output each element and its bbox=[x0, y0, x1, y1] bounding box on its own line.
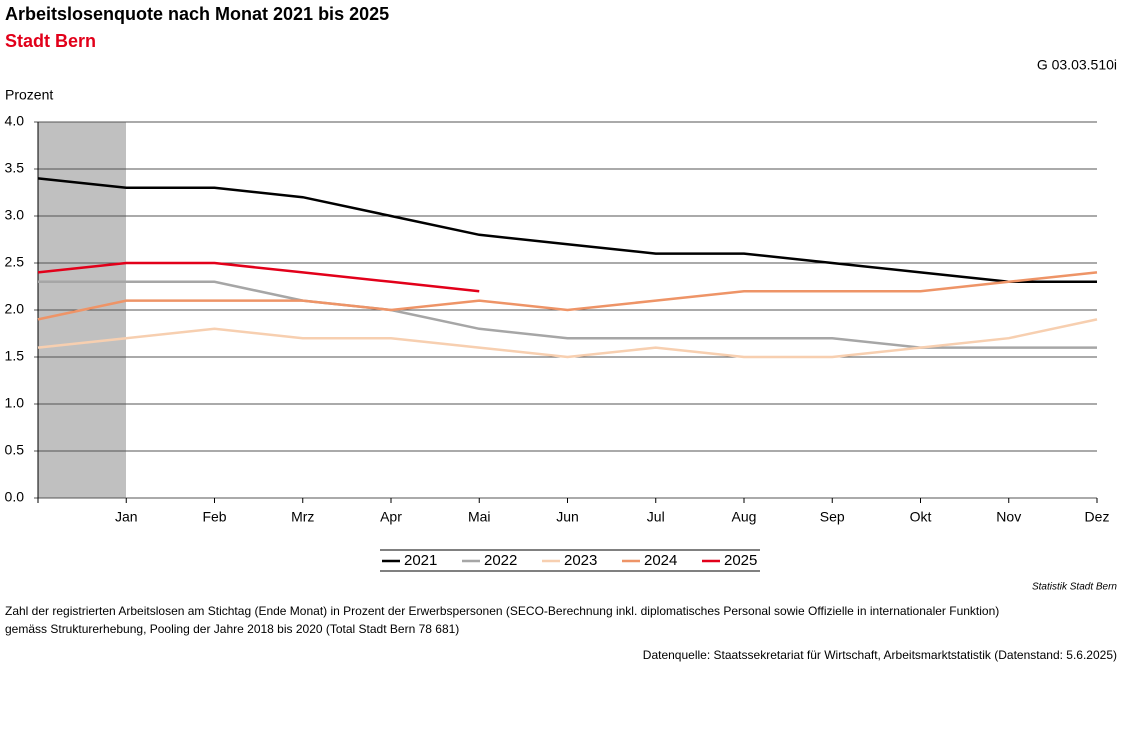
x-tick-label: Jun bbox=[556, 509, 579, 525]
data-source: Datenquelle: Staatssekretariat für Wirts… bbox=[643, 648, 1117, 662]
series-line bbox=[38, 280, 1097, 349]
y-tick-label: 3.0 bbox=[5, 207, 25, 223]
x-tick-label: Feb bbox=[202, 509, 226, 525]
y-tick-label: 2.5 bbox=[5, 254, 25, 270]
y-tick-label: 3.5 bbox=[5, 160, 25, 176]
legend-label: 2023 bbox=[564, 552, 597, 569]
note-line: gemäss Strukturerhebung, Pooling der Jah… bbox=[5, 622, 459, 636]
y-tick-label: 4.0 bbox=[5, 113, 25, 129]
note-line: Zahl der registrierten Arbeitslosen am S… bbox=[5, 604, 999, 618]
y-tick-label: 1.0 bbox=[5, 395, 25, 411]
chart-code: G 03.03.510i bbox=[1037, 57, 1117, 73]
y-tick-label: 2.0 bbox=[5, 301, 25, 317]
y-axis-label: Prozent bbox=[5, 87, 53, 103]
source-label: Statistik Stadt Bern bbox=[1032, 582, 1117, 593]
legend-label: 2021 bbox=[404, 552, 437, 569]
series-line bbox=[37, 271, 1098, 321]
legend-label: 2024 bbox=[644, 552, 677, 569]
x-tick-label: Mrz bbox=[291, 509, 314, 525]
x-tick-label: Okt bbox=[910, 509, 932, 525]
x-tick-label: Jul bbox=[647, 509, 665, 525]
x-tick-label: Aug bbox=[732, 509, 757, 525]
legend-label: 2025 bbox=[724, 552, 757, 569]
x-tick-label: Mai bbox=[468, 509, 491, 525]
x-tick-label: Apr bbox=[380, 509, 402, 525]
chart-subtitle: Stadt Bern bbox=[5, 31, 96, 51]
x-tick-label: Sep bbox=[820, 509, 845, 525]
series-line bbox=[37, 177, 1097, 284]
series-line bbox=[37, 261, 480, 293]
x-tick-label: Dez bbox=[1085, 509, 1110, 525]
y-tick-label: 0.0 bbox=[5, 489, 25, 505]
chart-title: Arbeitslosenquote nach Monat 2021 bis 20… bbox=[5, 4, 389, 24]
x-tick-label: Nov bbox=[996, 509, 1021, 525]
series-line bbox=[37, 318, 1098, 359]
y-tick-label: 1.5 bbox=[5, 348, 25, 364]
legend-label: 2022 bbox=[484, 552, 517, 569]
y-tick-label: 0.5 bbox=[5, 442, 25, 458]
x-tick-label: Jan bbox=[115, 509, 138, 525]
